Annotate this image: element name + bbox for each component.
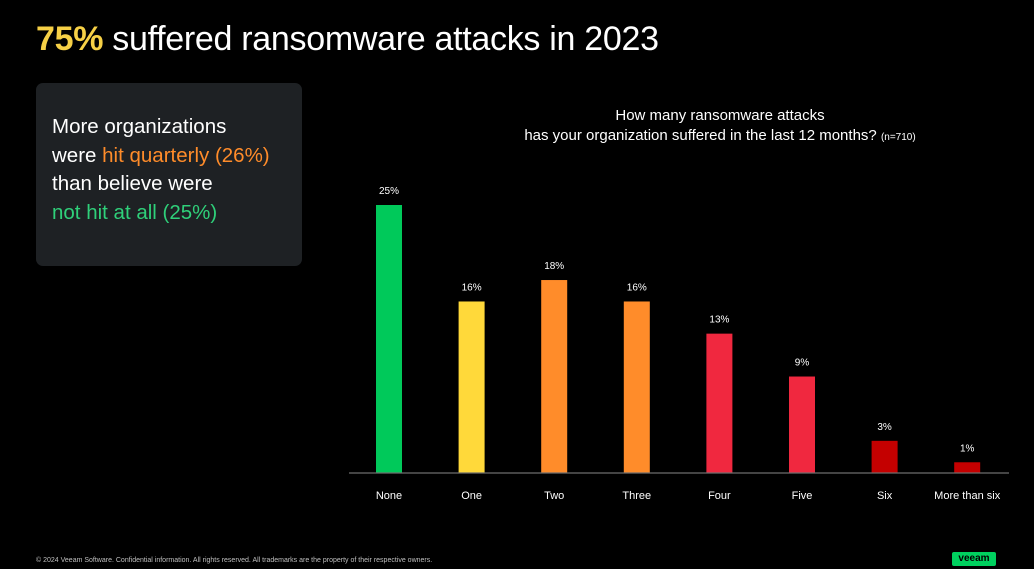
data-label: 25% [379, 186, 399, 197]
category-label: Five [792, 490, 813, 502]
bar-four [706, 333, 733, 473]
chart-title-line-2-text: has your organization suffered in the la… [524, 127, 877, 144]
callout-line-3: than believe were [52, 172, 213, 195]
callout-text: More organizations were hit quarterly (2… [52, 113, 286, 227]
data-label: 16% [462, 282, 482, 293]
bar-more-than-six [954, 462, 981, 473]
callout-highlight-not-hit: not hit at all (25%) [52, 200, 218, 224]
category-label: Three [622, 490, 651, 502]
bar-three [623, 301, 650, 473]
callout-line-2-pre: were [52, 143, 103, 167]
data-label: 3% [877, 422, 892, 433]
chart-title-line-2: has your organization suffered in the la… [400, 126, 1034, 148]
page-title: 75% suffered ransomware attacks in 2023 [36, 20, 659, 59]
category-label: Six [877, 490, 893, 502]
bar-two [541, 280, 568, 473]
category-label: One [461, 490, 482, 502]
headline-text: suffered ransomware attacks in 2023 [103, 20, 659, 58]
data-label: 1% [960, 443, 975, 454]
callout-highlight-quarterly: hit quarterly (26%) [102, 143, 270, 167]
callout-box: More organizations were hit quarterly (2… [36, 83, 302, 266]
sample-size-note: (n=710) [880, 132, 916, 143]
bar-one [458, 301, 485, 473]
bar-none [376, 205, 402, 473]
category-label: More than six [934, 490, 1001, 502]
data-label: 18% [544, 261, 564, 272]
headline-highlight: 75% [36, 20, 104, 58]
bars-group: 25% None 16% One 18% Two 16% Three 13% Four 9% Five… [376, 186, 1001, 502]
chart-title-line-1: How many ransomware attacks [615, 107, 825, 124]
category-label: Two [544, 490, 564, 502]
data-label: 9% [795, 358, 810, 369]
category-label: None [376, 490, 402, 502]
callout-line-1: More organizations [52, 115, 227, 138]
category-label: Four [708, 490, 731, 502]
data-label: 16% [627, 282, 647, 293]
chart-title: How many ransomware attacks has your org… [400, 106, 1034, 148]
veeam-logo: veeam [952, 552, 996, 566]
bar-six [871, 440, 898, 473]
bar-five [789, 376, 815, 473]
footer-text: © 2024 Veeam Software. Confidential info… [36, 557, 433, 564]
data-label: 13% [709, 315, 729, 326]
